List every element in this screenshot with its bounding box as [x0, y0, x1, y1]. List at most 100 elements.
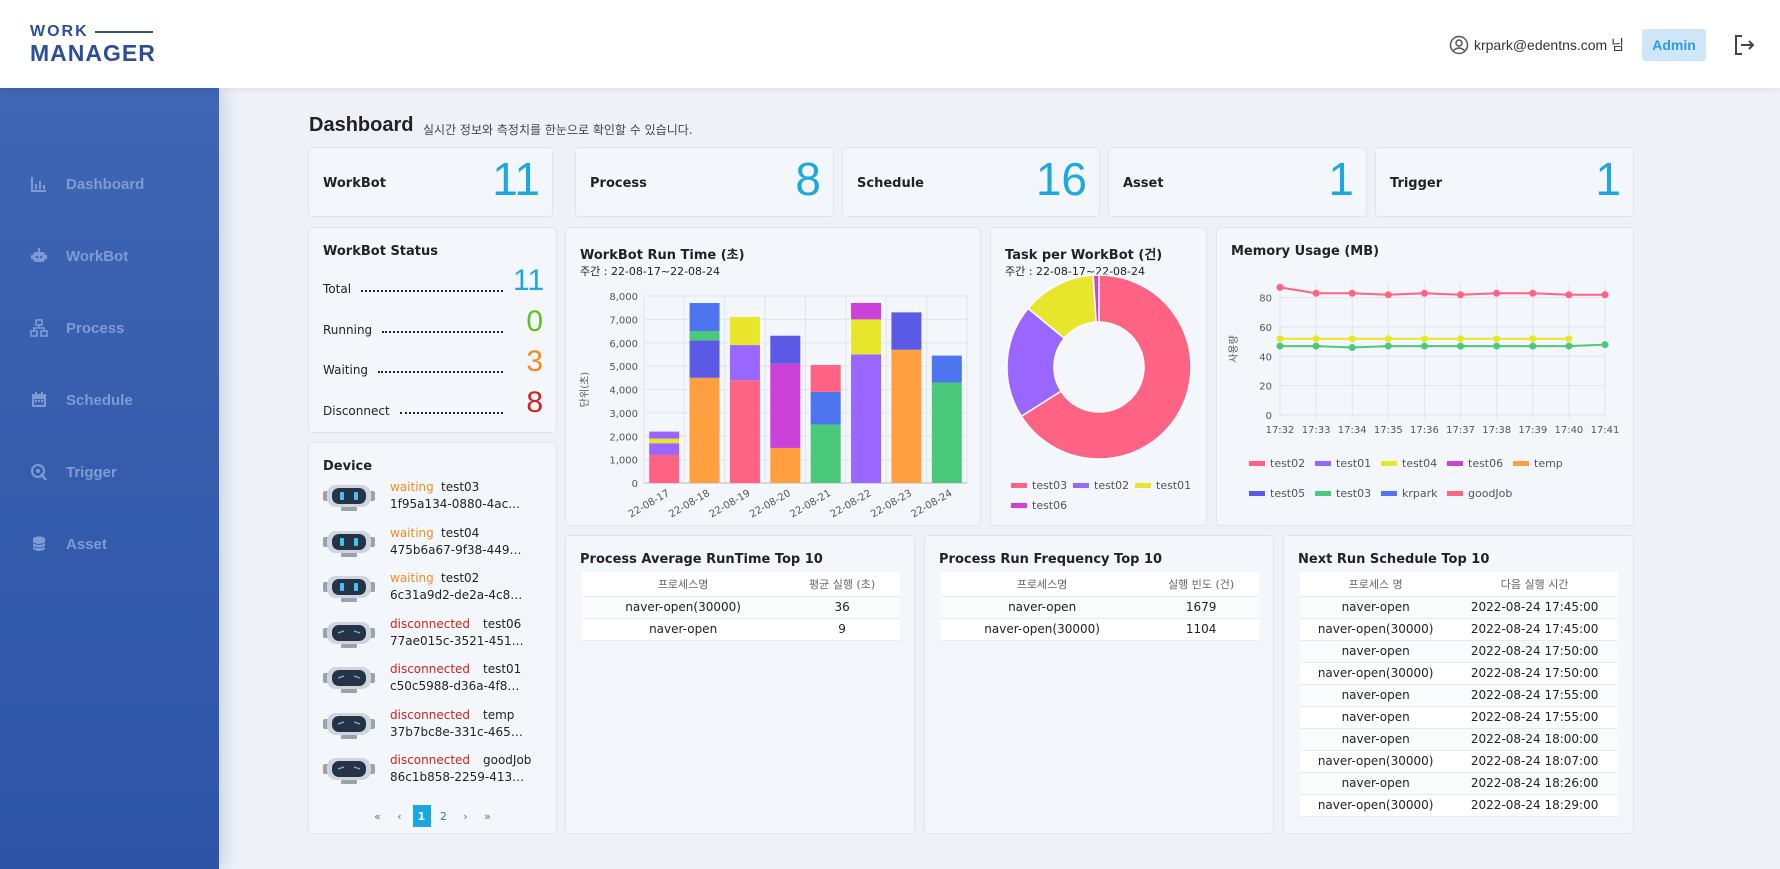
table-cell: 2022-08-24 17:50:00 — [1451, 662, 1618, 685]
pagination: « ‹ 1 2 › » — [309, 805, 556, 827]
bar-segment — [810, 424, 841, 483]
stat-card-workbot[interactable]: WorkBot 11 — [308, 147, 553, 217]
donut-slice — [1092, 274, 1100, 323]
top-header: WORK MANAGER krpark@edentns.com 님 Admin — [0, 0, 1780, 88]
legend-label: test02 — [1094, 479, 1129, 492]
dotted-leader — [399, 412, 503, 414]
table-row[interactable]: naver-open(30000) 2022-08-24 17:45:00 — [1300, 618, 1618, 641]
status-count: 3 — [526, 345, 543, 378]
sidebar-item-schedule[interactable]: Schedule — [30, 391, 133, 409]
dotted-leader — [361, 290, 503, 292]
sidebar-item-trigger[interactable]: Trigger — [30, 463, 117, 481]
admin-button[interactable]: Admin — [1642, 29, 1706, 61]
data-point — [1601, 341, 1609, 349]
table-cell: naver-open — [941, 596, 1144, 619]
legend-swatch — [1249, 461, 1265, 466]
card-title: Process Run Frequency Top 10 — [939, 552, 1163, 567]
data-point — [1348, 344, 1356, 352]
logout-icon[interactable] — [1732, 33, 1756, 57]
device-status: waiting — [390, 571, 434, 585]
table-row[interactable]: naver-open 2022-08-24 17:55:00 — [1300, 706, 1618, 729]
stat-card-trigger[interactable]: Trigger 1 — [1375, 147, 1634, 217]
legend-label: temp — [1534, 457, 1563, 470]
bar-segment — [729, 380, 760, 483]
status-label: Disconnect — [323, 404, 390, 418]
table-row[interactable]: naver-open(30000) 2022-08-24 17:50:00 — [1300, 662, 1618, 685]
x-tick-label: 22-08-21 — [788, 488, 833, 520]
sidebar-item-asset[interactable]: Asset — [30, 535, 107, 553]
series-line — [1279, 286, 1605, 296]
table-row[interactable]: naver-open(30000) 2022-08-24 18:07:00 — [1300, 750, 1618, 773]
device-item[interactable]: disconnected test06 77ae015c-3521-4517-b… — [323, 617, 543, 653]
prev-page-button[interactable]: ‹ — [397, 809, 402, 823]
last-page-button[interactable]: » — [484, 809, 491, 823]
page-button[interactable]: 1 — [412, 805, 431, 827]
device-item[interactable]: disconnected temp 37b7bc8e-331c-4657-… — [323, 708, 543, 744]
sidebar-item-dashboard[interactable]: Dashboard — [30, 175, 144, 193]
table-row[interactable]: naver-open(30000) 1104 — [941, 618, 1259, 641]
legend-swatch — [1315, 491, 1331, 496]
device-name: test04 — [441, 525, 480, 540]
legend-label: test01 — [1156, 479, 1191, 492]
sitemap-icon — [30, 319, 48, 337]
status-label: Total — [323, 282, 352, 296]
status-row-disconnect: Disconnect 8 — [323, 384, 543, 419]
table-row[interactable]: naver-open(30000) 36 — [582, 596, 900, 619]
chart-icon — [31, 177, 46, 192]
device-item[interactable]: waiting test04 475b6a67-9f38-4498-b… — [323, 526, 543, 562]
table-row[interactable]: naver-open(30000) 2022-08-24 18:29:00 — [1300, 794, 1618, 817]
sidebar-item-process[interactable]: Process — [30, 319, 124, 337]
table-row[interactable]: naver-open 2022-08-24 17:50:00 — [1300, 640, 1618, 663]
device-status: disconnected — [390, 753, 471, 767]
sidebar-item-workbot[interactable]: WorkBot — [30, 247, 128, 265]
y-tick-label: 4,000 — [609, 386, 638, 397]
bar-segment — [649, 443, 680, 455]
device-item[interactable]: waiting test03 1f95a134-0880-4acc-9… — [323, 480, 543, 516]
table-row[interactable]: naver-open 1679 — [941, 596, 1259, 619]
device-status: disconnected — [390, 707, 471, 722]
table-row[interactable]: naver-open 2022-08-24 17:45:00 — [1300, 596, 1618, 619]
table-row[interactable]: naver-open 2022-08-24 18:26:00 — [1300, 772, 1618, 795]
table-row[interactable]: naver-open 2022-08-24 18:00:00 — [1300, 728, 1618, 751]
stat-card-process[interactable]: Process 8 — [575, 147, 834, 217]
column-header: 평균 실행 (초) — [784, 572, 900, 597]
y-axis-title: 사용량 — [1228, 335, 1240, 363]
table-row[interactable]: naver-open 9 — [582, 618, 900, 641]
page-button[interactable]: 2 — [440, 809, 447, 823]
robot-avatar-icon — [323, 758, 375, 784]
next-page-button[interactable]: › — [463, 809, 468, 823]
card-title: WorkBot Status — [323, 244, 439, 259]
x-tick-label: 22-08-20 — [748, 488, 793, 520]
data-point — [1457, 342, 1465, 350]
logo-rule — [94, 31, 153, 33]
bar-segment — [851, 319, 882, 355]
first-page-button[interactable]: « — [374, 809, 381, 823]
legend-swatch — [1135, 483, 1151, 488]
data-point — [1276, 342, 1284, 350]
y-tick-label: 1,000 — [609, 456, 638, 467]
card-title: Memory Usage (MB) — [1231, 244, 1380, 259]
device-item[interactable]: disconnected goodJob 86c1b858-2259-4139-… — [323, 753, 543, 789]
avg-runtime-table: 프로세스명 평균 실행 (초) naver-open(30000) 36 naver-o… — [582, 572, 900, 641]
stat-card-schedule[interactable]: Schedule 16 — [842, 147, 1100, 217]
status-count: 11 — [513, 264, 545, 297]
device-item[interactable]: disconnected test01 c50c5988-d36a-4f89-a… — [323, 662, 543, 698]
series-line — [1280, 343, 1606, 349]
table-cell: 2022-08-24 17:45:00 — [1451, 596, 1618, 619]
device-id: 86c1b858-2259-4139-… — [390, 770, 526, 784]
memory-line-chart: 0 20 40 60 80 17:32 17:33 17:34 17:35 17:36 17:37 1… — [1228, 283, 1619, 500]
device-item[interactable]: waiting test02 6c31a9d2-de2a-4c82-… — [323, 571, 543, 607]
bar-segment — [729, 317, 760, 346]
y-tick-label: 80 — [1259, 294, 1272, 305]
table-cell: 2022-08-24 17:55:00 — [1451, 684, 1618, 707]
column-header: 다음 실행 시간 — [1451, 572, 1618, 597]
stat-card-asset[interactable]: Asset 1 — [1108, 147, 1367, 217]
app-logo[interactable]: WORK MANAGER — [30, 24, 156, 65]
legend-swatch — [1447, 491, 1463, 496]
data-point — [1601, 291, 1609, 299]
data-point — [1493, 289, 1501, 297]
next-schedule-table: 프로세스 명 다음 실행 시간 naver-open 2022-08-24 17:45… — [1300, 572, 1618, 817]
bar-segment — [891, 312, 922, 350]
table-header-row: 프로세스 명 다음 실행 시간 — [1300, 572, 1618, 597]
table-row[interactable]: naver-open 2022-08-24 17:55:00 — [1300, 684, 1618, 707]
